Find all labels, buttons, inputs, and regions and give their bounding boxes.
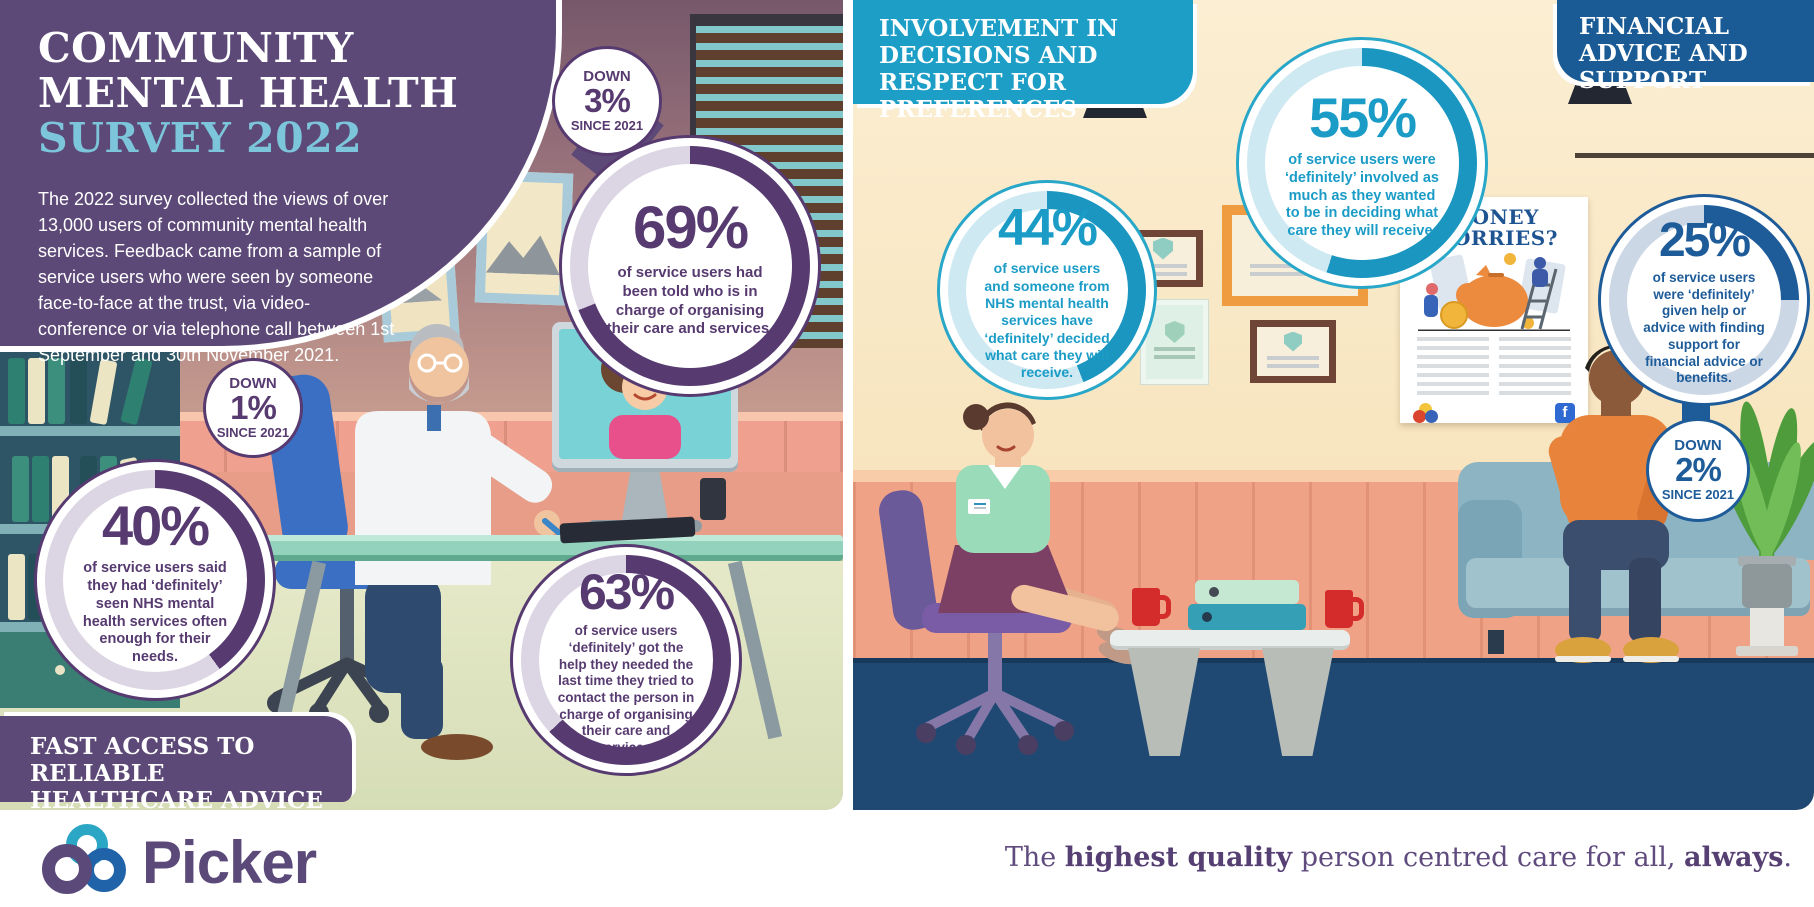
tagline-bold: highest quality — [1064, 842, 1293, 873]
survey-description: The 2022 survey collected the views of o… — [38, 189, 395, 365]
panel-right-scene: MONEY WORRIES? — [853, 0, 1814, 810]
red-mug-icon — [1132, 588, 1171, 626]
shield-icon — [1284, 331, 1302, 352]
section-label-involvement: INVOLVEMENT IN DECISIONS AND RESPECT FOR… — [853, 0, 1193, 123]
change-amount: 3% — [584, 82, 631, 120]
facebook-icon: f — [1554, 403, 1575, 423]
change-badge-69: DOWN 3% SINCE 2021 — [552, 46, 662, 156]
logo-wordmark: Picker — [142, 829, 317, 896]
binder-icon — [1195, 580, 1299, 604]
shield-icon — [1164, 321, 1185, 343]
tagline-bold: always — [1684, 842, 1784, 873]
certificate-text-lines — [1153, 347, 1196, 363]
table-leg — [1128, 648, 1200, 756]
change-direction: DOWN — [229, 375, 277, 393]
change-direction: DOWN — [583, 68, 631, 86]
tagline-text: The — [1004, 842, 1065, 873]
right-floor — [853, 658, 1814, 810]
certificate-frame — [1250, 320, 1336, 383]
stat-text: of service users were ‘definitely’ given… — [1643, 269, 1765, 386]
stat-value: 44% — [997, 199, 1098, 258]
stat-donut-55: 55% of service users were ‘definitely’ i… — [1236, 37, 1488, 289]
change-badge-40: DOWN 1% SINCE 2021 — [203, 358, 303, 458]
stat-donut-40: 40% of service users said they had ‘defi… — [34, 459, 276, 701]
change-direction: DOWN — [1674, 437, 1722, 455]
wall-rail — [1575, 153, 1814, 158]
title-line-2: MENTAL HEALTH — [38, 69, 459, 117]
stat-text: of service users and someone from NHS me… — [984, 260, 1110, 381]
section-label-financial: FINANCIAL ADVICE AND SUPPORT — [1557, 0, 1814, 94]
stat-donut-25: 25% of service users were ‘definitely’ g… — [1598, 194, 1810, 406]
poster-body-text-lines — [1417, 337, 1571, 399]
change-since: SINCE 2021 — [1661, 486, 1735, 502]
title-line-1: COMMUNITY — [38, 24, 354, 72]
panel-left-scene: COMMUNITY MENTAL HEALTH SURVEY 2022 The … — [0, 0, 843, 810]
picker-logo: Picker — [36, 822, 366, 902]
stat-value: 55% — [1308, 85, 1417, 149]
desk-illustration — [185, 535, 843, 561]
change-badge-25: DOWN 2% SINCE 2021 — [1646, 418, 1750, 522]
change-since: SINCE 2021 — [570, 117, 644, 133]
title-line-3: SURVEY 2022 — [38, 114, 363, 162]
change-amount: 1% — [230, 389, 277, 427]
section-label-fast-access: FAST ACCESS TO RELIABLE HEALTHCARE ADVIC… — [0, 716, 352, 810]
title-blob: COMMUNITY MENTAL HEALTH SURVEY 2022 The … — [0, 0, 562, 365]
stat-text: of service users ‘definitely’ got the he… — [557, 623, 695, 756]
stat-donut-44: 44% of service users and someone from NH… — [937, 180, 1157, 400]
logo-ring-purple-icon — [42, 844, 92, 894]
page-title: COMMUNITY MENTAL HEALTH SURVEY 2022 — [38, 26, 458, 161]
stat-text: of service users were ‘definitely’ invol… — [1285, 151, 1439, 240]
stat-text: of service users said they had ‘definite… — [82, 559, 228, 666]
change-since: SINCE 2021 — [216, 424, 290, 440]
red-mug-icon — [1325, 590, 1364, 628]
binder-icon — [1188, 604, 1306, 630]
coffee-table-illustration — [1080, 560, 1364, 760]
stat-text: of service users had been told who is in… — [606, 264, 774, 338]
stat-donut-63: 63% of service users ‘definitely’ got th… — [510, 544, 742, 776]
shield-icon — [1153, 237, 1173, 260]
stat-value: 40% — [101, 493, 210, 557]
piggy-bank-illustration — [1418, 253, 1570, 331]
tagline-text: person centred care for all, — [1292, 842, 1685, 873]
monitor-stand — [622, 472, 668, 520]
stat-value: 63% — [578, 564, 675, 621]
certificate-text-lines — [1267, 355, 1319, 372]
stat-value: 25% — [1658, 213, 1751, 267]
table-leg — [1262, 648, 1334, 756]
logo-dots-icon — [1413, 403, 1447, 423]
table-top — [1110, 630, 1350, 650]
footer: Picker The highest quality person centre… — [0, 810, 1814, 907]
tagline-text: . — [1783, 842, 1792, 873]
stat-donut-69: 69% of service users had been told who i… — [559, 135, 821, 397]
stat-value: 69% — [632, 194, 749, 262]
tagline: The highest quality person centred care … — [1005, 842, 1792, 873]
change-amount: 2% — [1675, 451, 1722, 489]
pen-cup-illustration — [700, 478, 726, 520]
